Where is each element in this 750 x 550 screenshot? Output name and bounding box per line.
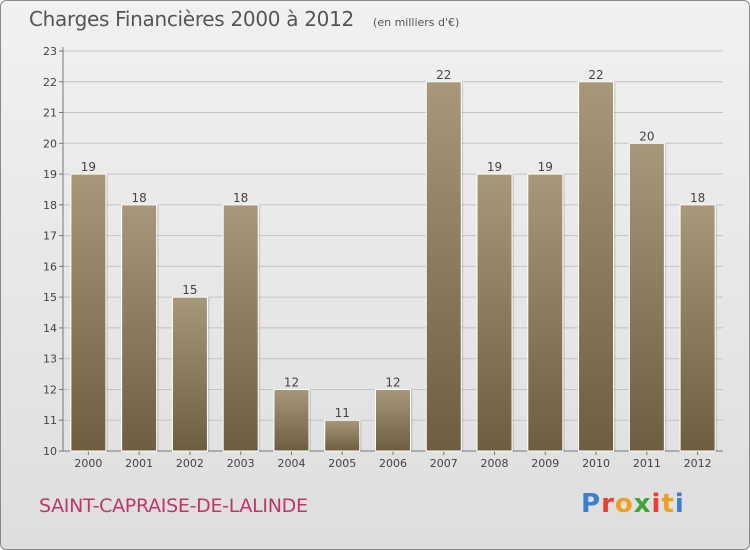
bar xyxy=(324,419,361,452)
x-tick-label: 2005 xyxy=(328,457,356,470)
data-label: 12 xyxy=(284,375,299,389)
commune-name: SAINT-CAPRAISE-DE-LALINDE xyxy=(39,495,308,517)
logo-letter: x xyxy=(633,489,652,519)
bar xyxy=(527,173,564,452)
y-tick-label: 18 xyxy=(43,199,57,212)
y-tick-label: 22 xyxy=(43,76,57,89)
x-tick-label: 2008 xyxy=(481,457,509,470)
chart-subtitle: (en milliers d'€) xyxy=(373,16,460,29)
logo-letter: t xyxy=(661,489,675,519)
x-tick-label: 2012 xyxy=(684,457,712,470)
y-tick-label: 11 xyxy=(43,414,57,427)
y-tick-label: 16 xyxy=(43,260,57,273)
logo-letter: r xyxy=(601,489,615,519)
labels: 10 11 12 13 14 15 16 17 18 19 20 21 22 23 19 2000 18 2001… xyxy=(43,45,712,470)
bar xyxy=(476,173,513,452)
x-tick-label: 2010 xyxy=(582,457,610,470)
y-tick-label: 23 xyxy=(43,45,57,58)
y-tick-label: 15 xyxy=(43,291,57,304)
data-label: 19 xyxy=(487,160,502,174)
y-tick-label: 17 xyxy=(43,230,57,243)
x-tick-label: 2009 xyxy=(531,457,559,470)
data-label: 15 xyxy=(182,283,197,297)
bar xyxy=(222,204,259,452)
bar xyxy=(70,173,107,452)
x-tick-label: 2004 xyxy=(277,457,305,470)
data-label: 12 xyxy=(385,375,400,389)
data-label: 19 xyxy=(81,160,96,174)
x-tick-label: 2001 xyxy=(125,457,153,470)
logo-letter: o xyxy=(614,489,634,519)
proxiti-logo[interactable]: Proxiti xyxy=(581,489,685,519)
chart-header: Charges Financières 2000 à 2012 (en mill… xyxy=(29,7,459,31)
logo-letter: P xyxy=(581,489,602,519)
bar xyxy=(121,204,158,452)
bar xyxy=(578,81,615,452)
y-tick-label: 13 xyxy=(43,353,57,366)
data-label: 20 xyxy=(639,129,654,143)
bar xyxy=(425,81,462,452)
x-tick-label: 2002 xyxy=(176,457,204,470)
data-label: 11 xyxy=(335,406,350,420)
data-label: 22 xyxy=(436,68,451,82)
y-tick-label: 10 xyxy=(43,445,57,458)
data-label: 18 xyxy=(690,191,705,205)
x-tick-label: 2011 xyxy=(633,457,661,470)
x-tick-label: 2000 xyxy=(74,457,102,470)
logo-letter: i xyxy=(674,489,685,519)
data-label: 22 xyxy=(588,68,603,82)
data-label: 19 xyxy=(538,160,553,174)
bar xyxy=(171,296,208,452)
y-tick-label: 20 xyxy=(43,137,57,150)
data-label: 18 xyxy=(233,191,248,205)
bar xyxy=(628,142,665,452)
y-tick-label: 12 xyxy=(43,383,57,396)
bar xyxy=(273,388,310,452)
x-tick-label: 2003 xyxy=(227,457,255,470)
bar xyxy=(679,204,716,452)
data-label: 18 xyxy=(132,191,147,205)
x-tick-label: 2007 xyxy=(430,457,458,470)
chart-title: Charges Financières 2000 à 2012 xyxy=(29,7,354,31)
y-tick-label: 14 xyxy=(43,322,57,335)
logo-letter: i xyxy=(651,489,662,519)
bar xyxy=(375,388,411,452)
bars xyxy=(70,81,718,452)
y-tick-label: 21 xyxy=(43,107,57,120)
x-tick-label: 2006 xyxy=(379,457,407,470)
y-tick-label: 19 xyxy=(43,168,57,181)
